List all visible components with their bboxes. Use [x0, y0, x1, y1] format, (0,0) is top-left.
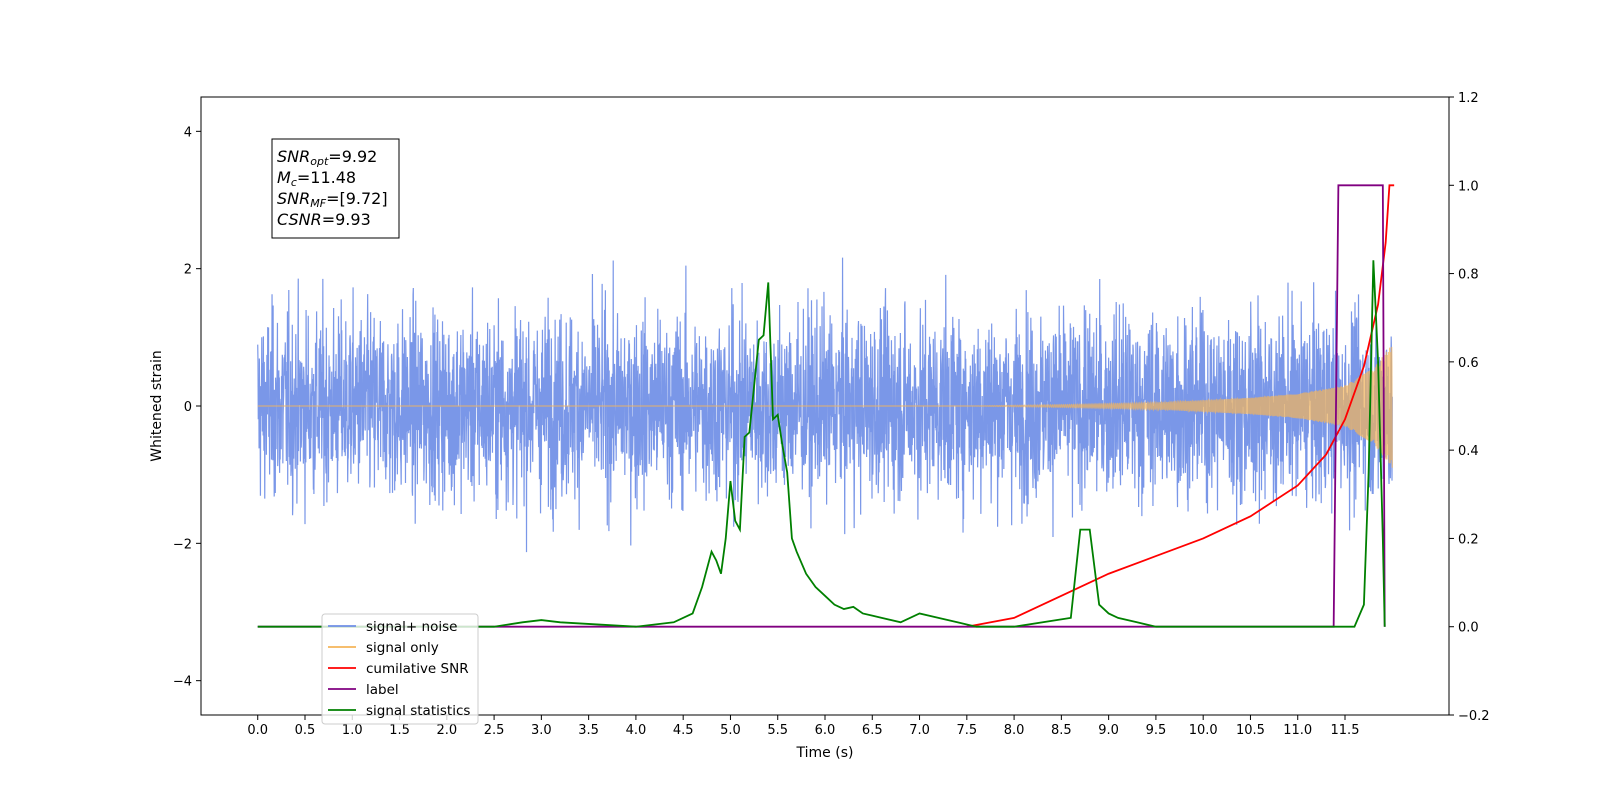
- y-right-tick-label: −0.2: [1458, 709, 1490, 724]
- y-axis-left: 4 2 0 −2 −4: [173, 125, 201, 690]
- series-signal-statistics: [257, 260, 1386, 628]
- x-tick-label: 5.0: [720, 723, 741, 738]
- legend: signal+ noise signal only cumilative SNR la…: [321, 613, 479, 725]
- x-tick-label: 11.0: [1283, 723, 1312, 738]
- x-tick-label: 10.0: [1189, 723, 1218, 738]
- annotation-line: SNRMF=[9.72]: [277, 189, 388, 210]
- y-right-tick-label: 0.8: [1458, 268, 1479, 283]
- annotation-frame: [271, 138, 400, 239]
- x-tick-label: 7.5: [956, 723, 977, 738]
- y-left-tick-label: 4: [184, 125, 192, 140]
- plot-area: [257, 184, 1395, 628]
- x-tick-label: 3.0: [531, 723, 552, 738]
- annotation-line: Mc=11.48: [277, 168, 356, 189]
- x-tick-label: 10.5: [1236, 723, 1265, 738]
- y-right-tick-label: 0.4: [1458, 444, 1479, 459]
- y-left-tick-label: 2: [184, 263, 192, 278]
- y-right-tick-label: 0.0: [1458, 621, 1479, 636]
- y-left-tick-label: −4: [173, 675, 192, 690]
- x-tick-label: 7.0: [909, 723, 930, 738]
- x-tick-label: 1.0: [342, 723, 363, 738]
- x-tick-label: 11.5: [1331, 723, 1360, 738]
- x-tick-label: 8.0: [1004, 723, 1025, 738]
- x-tick-label: 8.5: [1051, 723, 1072, 738]
- x-tick-label: 3.5: [578, 723, 599, 738]
- y-right-tick-label: 1.0: [1458, 179, 1479, 194]
- x-tick-label: 5.5: [767, 723, 788, 738]
- series-signal-noise: [257, 257, 1393, 553]
- annotation-line: SNRopt=9.92: [277, 147, 377, 168]
- y-right-tick-label: 0.2: [1458, 532, 1479, 547]
- x-tick-label: 2.0: [436, 723, 457, 738]
- legend-label: signal only: [366, 640, 439, 656]
- x-tick-label: 1.5: [389, 723, 410, 738]
- y-right-tick-label: 1.2: [1458, 91, 1479, 106]
- x-axis-label: Time (s): [796, 745, 854, 761]
- x-tick-label: 4.0: [626, 723, 647, 738]
- x-tick-label: 6.5: [862, 723, 883, 738]
- y-axis-right: 1.2 1.0 0.8 0.6 0.4 0.2 0.0 −0.2: [1449, 91, 1490, 724]
- series-signal-only: [257, 346, 1393, 468]
- x-axis: 0.0 0.5 1.0 1.5 2.0 2.5 3.0 3.5 4.0 4.5 5.0 5.5 6.0 6…: [247, 715, 1359, 738]
- y-axis-label: Whitened strain: [149, 350, 165, 461]
- legend-label: signal+ noise: [366, 619, 457, 635]
- legend-label: cumilative SNR: [366, 661, 469, 677]
- legend-label: label: [366, 682, 399, 698]
- y-right-tick-label: 0.6: [1458, 356, 1479, 371]
- annotation-line: CSNR=9.93: [277, 210, 371, 229]
- x-tick-label: 6.0: [815, 723, 836, 738]
- x-tick-label: 0.0: [247, 723, 268, 738]
- x-tick-label: 2.5: [484, 723, 505, 738]
- legend-label: signal statistics: [366, 703, 470, 719]
- y-left-tick-label: −2: [173, 537, 192, 552]
- x-tick-label: 0.5: [295, 723, 316, 738]
- x-tick-label: 9.5: [1146, 723, 1167, 738]
- y-left-tick-label: 0: [184, 400, 192, 415]
- x-tick-label: 9.0: [1098, 723, 1119, 738]
- legend-frame: [321, 613, 479, 725]
- x-tick-label: 4.5: [673, 723, 694, 738]
